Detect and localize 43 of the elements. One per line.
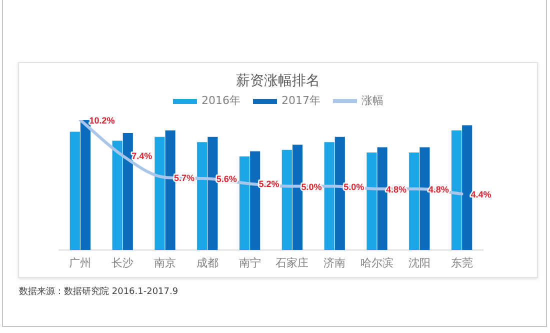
x-tick-label: 东莞	[450, 256, 473, 270]
data-label: 5.0%	[344, 182, 364, 192]
x-tick-label: 长沙	[112, 256, 134, 270]
bar	[112, 140, 122, 250]
data-label: 5.6%	[216, 174, 237, 184]
x-tick-label: 石家庄	[276, 256, 309, 270]
bar	[165, 130, 176, 250]
data-label: 5.2%	[258, 179, 280, 190]
x-tick-label: 成都	[196, 256, 218, 270]
chart-title: 薪资涨幅排名	[236, 72, 320, 90]
x-tick-label: 南京	[154, 256, 176, 270]
source-note: 数据来源：数据研究院 2016.1-2017.9	[19, 286, 178, 298]
data-label: 4.8%	[428, 184, 449, 194]
data-label: 4.8%	[386, 184, 407, 194]
bar	[208, 136, 218, 250]
bar	[324, 142, 334, 250]
x-tick-label: 哈尔滨	[360, 256, 394, 270]
x-tick-label: 广州	[69, 256, 92, 270]
data-label: 10.2%	[89, 115, 115, 126]
legend-label: 2016年	[202, 94, 240, 108]
x-tick-label: 沈阳	[408, 256, 430, 270]
bar	[420, 147, 430, 250]
bar	[462, 125, 472, 250]
bar	[334, 136, 345, 250]
bar	[80, 120, 91, 250]
bar	[122, 133, 133, 250]
x-tick-label: 南宁	[238, 256, 261, 270]
bar	[292, 144, 303, 250]
bar	[197, 142, 208, 250]
bar	[366, 152, 377, 250]
bar	[409, 152, 420, 250]
data-label: 5.7%	[174, 172, 195, 183]
bar	[377, 147, 388, 250]
legend-label: 2017年	[282, 94, 320, 108]
bar	[282, 150, 292, 250]
bar	[154, 136, 165, 250]
bar	[70, 132, 80, 250]
bar	[451, 130, 462, 250]
bar	[250, 151, 260, 250]
data-label: 5.0%	[301, 182, 322, 192]
bar	[239, 156, 250, 250]
x-tick-label: 济南	[324, 256, 346, 270]
legend-label: 涨幅	[362, 94, 384, 108]
